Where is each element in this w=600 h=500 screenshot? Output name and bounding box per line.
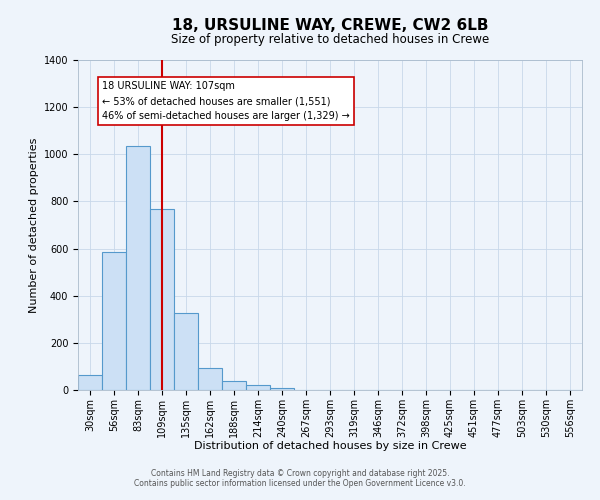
Text: Contains public sector information licensed under the Open Government Licence v3: Contains public sector information licen…: [134, 478, 466, 488]
Text: 18, URSULINE WAY, CREWE, CW2 6LB: 18, URSULINE WAY, CREWE, CW2 6LB: [172, 18, 488, 32]
Bar: [78, 374, 102, 390]
Bar: [126, 146, 150, 390]
Text: Contains HM Land Registry data © Crown copyright and database right 2025.: Contains HM Land Registry data © Crown c…: [151, 468, 449, 477]
Bar: [102, 252, 126, 390]
Bar: [174, 314, 198, 390]
Bar: [222, 380, 246, 390]
X-axis label: Distribution of detached houses by size in Crewe: Distribution of detached houses by size …: [194, 441, 466, 451]
Y-axis label: Number of detached properties: Number of detached properties: [29, 138, 40, 312]
Bar: [246, 386, 270, 390]
Text: Size of property relative to detached houses in Crewe: Size of property relative to detached ho…: [171, 32, 489, 46]
Bar: [198, 368, 222, 390]
Text: 18 URSULINE WAY: 107sqm
← 53% of detached houses are smaller (1,551)
46% of semi: 18 URSULINE WAY: 107sqm ← 53% of detache…: [102, 81, 350, 121]
Bar: [270, 388, 294, 390]
Bar: [150, 208, 174, 390]
